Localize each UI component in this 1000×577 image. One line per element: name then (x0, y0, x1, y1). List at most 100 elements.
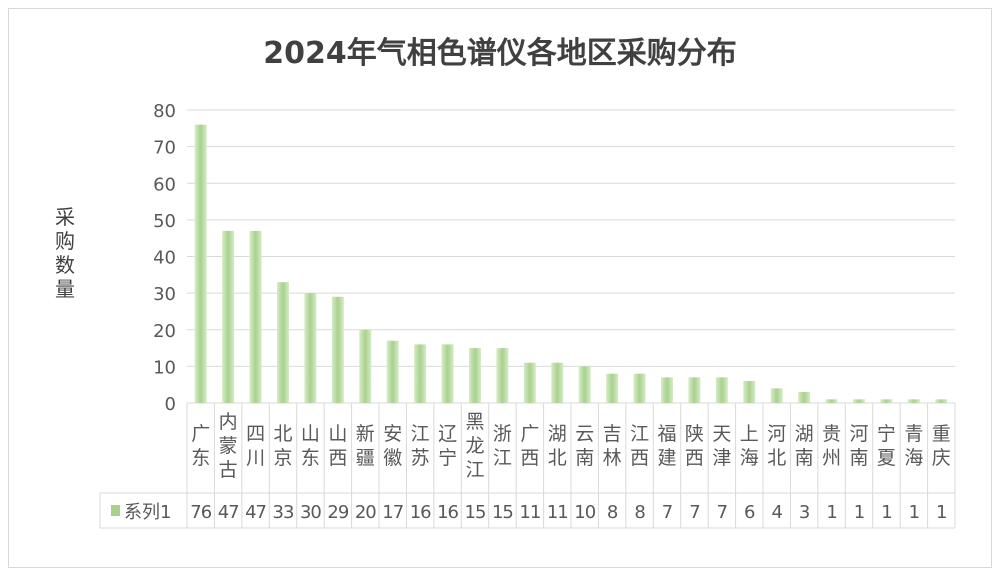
bar-江苏 (414, 344, 427, 403)
legend-swatch (111, 505, 120, 516)
bar-青海 (907, 399, 920, 403)
bar-吉林 (606, 373, 619, 403)
x-tick-label-广东: 广 (191, 423, 210, 445)
bar-河北 (770, 388, 783, 403)
y-tick-label: 10 (153, 357, 176, 378)
data-table-value: 11 (547, 502, 568, 523)
x-tick-label-江苏: 苏 (411, 447, 430, 469)
x-tick-label-新疆: 新 (356, 423, 375, 445)
bar-云南 (578, 366, 591, 403)
x-tick-label-宁夏: 宁 (877, 423, 896, 445)
data-table-value: 1 (854, 502, 864, 523)
data-table-value: 7 (662, 502, 672, 523)
x-tick-label-重庆: 重 (932, 423, 951, 445)
x-tick-label-新疆: 疆 (356, 447, 375, 469)
data-table-value: 47 (218, 502, 239, 523)
x-tick-label-四川: 川 (246, 447, 265, 469)
x-tick-label-广西: 广 (520, 423, 539, 445)
data-table-value: 1 (881, 502, 891, 523)
x-tick-label-黑龙江: 龙 (465, 435, 484, 457)
data-table-value: 16 (410, 502, 431, 523)
x-tick-label-宁夏: 夏 (877, 447, 896, 469)
x-tick-label-浙江: 浙 (493, 423, 512, 445)
bar-上海 (743, 381, 756, 403)
data-table-value: 33 (273, 502, 294, 523)
chart-title: 2024年气相色谱仪各地区采购分布 (263, 36, 737, 71)
bar-安徽 (386, 340, 399, 403)
x-tick-label-北京: 北 (273, 423, 292, 445)
data-table-value: 1 (909, 502, 919, 523)
bar-福建 (661, 377, 673, 403)
data-table-value: 16 (437, 502, 458, 523)
x-tick-label-内蒙古: 古 (219, 459, 238, 481)
x-tick-label-北京: 京 (273, 447, 292, 469)
bar-浙江 (496, 348, 509, 403)
chart-frame (8, 8, 992, 568)
x-tick-label-河南: 南 (849, 447, 868, 469)
x-tick-label-四川: 四 (246, 423, 265, 445)
x-tick-label-广东: 东 (191, 447, 210, 469)
x-tick-label-辽宁: 辽 (438, 423, 457, 445)
data-table-value: 1 (826, 502, 836, 523)
x-tick-label-黑龙江: 江 (465, 459, 484, 481)
data-table-value: 7 (689, 502, 699, 523)
x-tick-label-河北: 北 (767, 447, 786, 469)
x-tick-label-内蒙古: 蒙 (219, 435, 238, 457)
x-tick-label-河南: 河 (849, 423, 868, 445)
data-table-value: 47 (245, 502, 266, 523)
x-tick-label-上海: 海 (740, 447, 759, 469)
x-tick-label-贵州: 州 (822, 447, 841, 469)
legend-label: 系列1 (124, 502, 171, 523)
data-table-value: 7 (717, 502, 727, 523)
x-tick-label-黑龙江: 黑 (465, 411, 484, 433)
data-table-value: 8 (607, 502, 618, 523)
data-table-value: 15 (492, 502, 513, 523)
x-tick-label-天津: 津 (712, 447, 731, 469)
data-table-value: 8 (634, 502, 645, 523)
data-table-value: 76 (190, 502, 211, 523)
x-tick-label-青海: 青 (904, 423, 923, 445)
x-tick-label-云南: 南 (575, 447, 594, 469)
x-tick-label-湖南: 南 (795, 447, 814, 469)
x-tick-label-云南: 云 (575, 423, 594, 445)
bar-湖南 (798, 392, 811, 403)
x-tick-label-上海: 上 (740, 423, 759, 445)
x-tick-label-安徽: 安 (383, 423, 402, 445)
x-tick-label-广西: 西 (520, 447, 539, 469)
y-tick-label: 40 (153, 248, 176, 269)
x-tick-label-湖北: 北 (548, 447, 567, 469)
x-tick-label-吉林: 吉 (603, 423, 622, 445)
x-tick-label-江苏: 江 (411, 423, 430, 445)
data-table-value: 3 (799, 502, 810, 523)
bar-山西 (331, 296, 344, 403)
x-tick-label-青海: 海 (904, 447, 923, 469)
x-tick-label-河北: 河 (767, 423, 786, 445)
data-table-value: 11 (519, 502, 540, 523)
x-tick-label-山西: 山 (328, 423, 347, 445)
bar-重庆 (935, 399, 948, 403)
x-tick-label-天津: 天 (712, 423, 731, 445)
y-tick-label: 60 (153, 174, 176, 195)
y-tick-label: 80 (153, 101, 176, 122)
x-tick-label-福建: 建 (657, 447, 676, 469)
x-tick-label-陕西: 西 (685, 447, 704, 469)
x-tick-label-贵州: 贵 (822, 423, 841, 445)
y-axis-label: 采购数量 (55, 205, 75, 301)
bar-宁夏 (880, 399, 893, 403)
data-table-value: 6 (744, 502, 755, 523)
y-tick-label: 50 (153, 211, 176, 232)
bar-新疆 (359, 329, 372, 403)
data-table-value: 4 (771, 502, 782, 523)
bar-江西 (633, 373, 646, 403)
y-tick-label: 30 (153, 284, 176, 305)
bar-天津 (715, 377, 728, 403)
x-tick-label-江西: 西 (630, 447, 649, 469)
data-table-value: 29 (327, 502, 348, 523)
bar-广东 (194, 124, 207, 404)
data-table-value: 17 (382, 502, 403, 523)
x-tick-label-山东: 山 (301, 423, 320, 445)
bar-四川 (249, 230, 262, 403)
x-tick-label-湖南: 湖 (795, 423, 814, 445)
x-tick-label-重庆: 庆 (932, 447, 951, 469)
